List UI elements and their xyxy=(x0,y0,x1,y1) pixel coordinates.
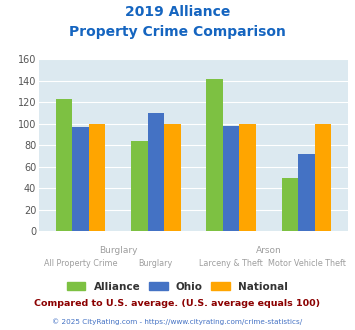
Text: Burglary: Burglary xyxy=(139,259,173,268)
Text: All Property Crime: All Property Crime xyxy=(44,259,117,268)
Text: Arson: Arson xyxy=(256,246,282,255)
Bar xyxy=(223,126,239,231)
Bar xyxy=(164,124,181,231)
Bar xyxy=(56,99,72,231)
Text: 2019 Alliance: 2019 Alliance xyxy=(125,5,230,19)
Bar xyxy=(72,127,89,231)
Bar xyxy=(148,113,164,231)
Text: Motor Vehicle Theft: Motor Vehicle Theft xyxy=(268,259,345,268)
Bar xyxy=(282,179,298,231)
Bar xyxy=(315,124,331,231)
Bar xyxy=(131,141,148,231)
Text: Compared to U.S. average. (U.S. average equals 100): Compared to U.S. average. (U.S. average … xyxy=(34,299,321,308)
Legend: Alliance, Ohio, National: Alliance, Ohio, National xyxy=(62,278,293,296)
Bar xyxy=(89,124,105,231)
Text: Property Crime Comparison: Property Crime Comparison xyxy=(69,25,286,39)
Bar xyxy=(206,79,223,231)
Text: Burglary: Burglary xyxy=(99,246,137,255)
Bar xyxy=(298,154,315,231)
Bar xyxy=(239,124,256,231)
Text: Larceny & Theft: Larceny & Theft xyxy=(199,259,263,268)
Text: © 2025 CityRating.com - https://www.cityrating.com/crime-statistics/: © 2025 CityRating.com - https://www.city… xyxy=(53,318,302,325)
